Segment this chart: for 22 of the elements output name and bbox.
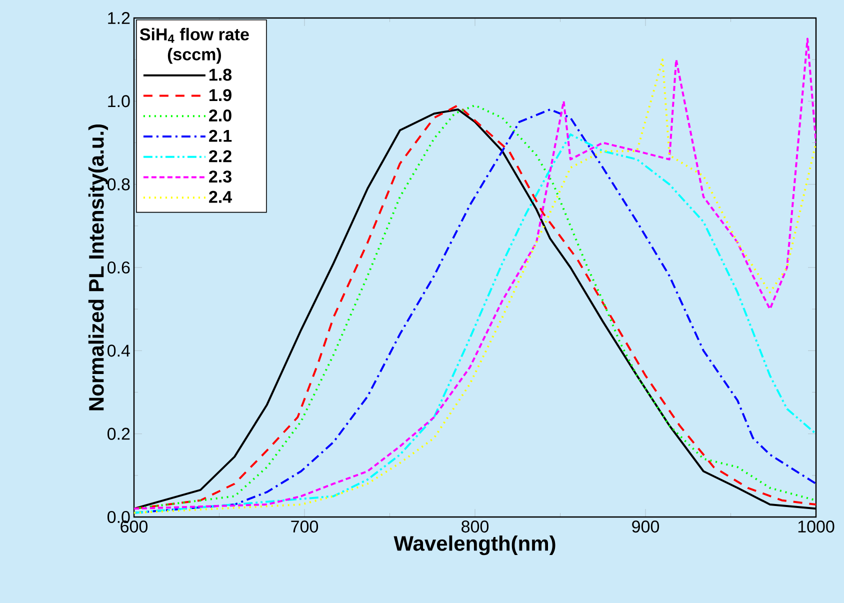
- x-tick-label: 900: [632, 520, 660, 533]
- legend-title: SiH$_{4}$ flow rate (sccm): [140, 28, 249, 64]
- x-tick-label: 1000: [798, 520, 834, 533]
- legend-label: 2.3: [209, 170, 232, 183]
- legend-label: 2.0: [209, 109, 232, 122]
- legend-label: 1.8: [210, 68, 232, 81]
- legend-label: 2.1: [209, 130, 232, 142]
- legend-label: 2.4: [209, 190, 232, 203]
- x-axis-title: Wavelength(nm): [394, 535, 556, 556]
- y-tick-label: 0.6: [107, 261, 130, 274]
- x-tick-label: 800: [462, 520, 489, 533]
- y-axis-title: Normalized PL Intensity(a.u.): [88, 124, 108, 410]
- y-tick-label: 0.2: [107, 428, 130, 440]
- y-tick-label: 1.2: [108, 12, 130, 24]
- y-tick-label: 1.0: [108, 95, 130, 108]
- legend-label: 1.9: [210, 89, 232, 102]
- y-tick-label: 0.4: [107, 344, 130, 357]
- y-tick-label: 0.8: [107, 178, 130, 190]
- legend-label: 2.2: [209, 150, 232, 162]
- x-tick-label: 600: [120, 520, 148, 533]
- y-tick-label: 0.0: [107, 510, 130, 524]
- x-tick-label: 700: [291, 520, 318, 533]
